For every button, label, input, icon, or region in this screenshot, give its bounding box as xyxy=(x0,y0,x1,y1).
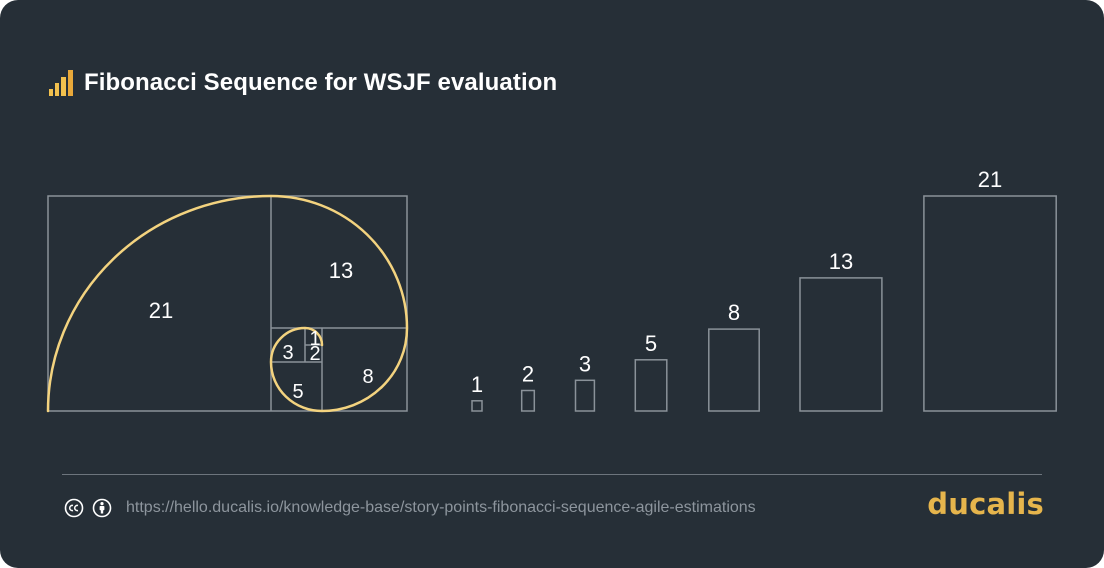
attribution-icon xyxy=(92,498,112,518)
golden-outline xyxy=(47,195,408,412)
square-label-21: 21 xyxy=(149,298,173,323)
footer-divider xyxy=(62,474,1042,475)
source-url-link[interactable]: https://hello.ducalis.io/knowledge-base/… xyxy=(126,499,756,516)
header: Fibonacci Sequence for WSJF evaluation xyxy=(48,66,557,100)
bar-label-8: 8 xyxy=(728,300,740,325)
golden-spiral xyxy=(46,194,409,413)
ducalis-logo: ducalis xyxy=(927,487,1044,521)
square-label-13: 13 xyxy=(329,258,353,283)
square-label-8: 8 xyxy=(362,366,373,388)
square-label-1: 1 xyxy=(309,328,320,350)
bar-3 xyxy=(574,379,596,412)
fibonacci-bars: 1 2 3 5 8 13 21 xyxy=(471,167,1057,412)
footer: https://hello.ducalis.io/knowledge-base/… xyxy=(64,492,1044,524)
bar-21 xyxy=(923,195,1057,412)
bar-label-21: 21 xyxy=(978,167,1002,192)
bar-label-5: 5 xyxy=(645,331,657,356)
bar-chart-icon xyxy=(49,70,73,96)
bar-2 xyxy=(520,389,536,412)
bar-8 xyxy=(708,328,760,412)
square-label-5: 5 xyxy=(292,381,303,403)
bar-label-3: 3 xyxy=(579,351,591,376)
square-label-2: 2 xyxy=(309,343,320,365)
bar-1 xyxy=(471,400,483,412)
bar-label-2: 2 xyxy=(522,362,534,387)
page-title: Fibonacci Sequence for WSJF evaluation xyxy=(84,69,558,96)
bar-13 xyxy=(799,277,883,412)
creative-commons-icon xyxy=(64,498,84,518)
golden-rectangle xyxy=(47,195,408,412)
bar-label-1: 1 xyxy=(471,372,483,397)
bar-label-13: 13 xyxy=(829,249,853,274)
square-label-3: 3 xyxy=(282,342,293,364)
bar-5 xyxy=(634,359,668,412)
